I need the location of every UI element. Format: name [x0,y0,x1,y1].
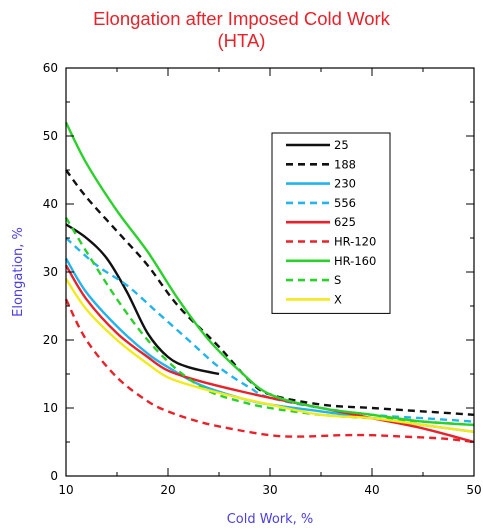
series-layer [64,121,475,444]
y-tick-label: 60 [43,61,58,75]
legend-label: S [334,273,341,287]
legend-label: HR-160 [334,254,376,268]
x-axis-label: Cold Work, % [227,512,314,527]
legend-label: 25 [334,138,349,152]
y-axis-label: Elongation, % [11,227,26,317]
series-line-556 [65,237,475,423]
x-tick-label: 20 [160,483,175,497]
legend-label: 188 [334,157,356,171]
x-tick-label: 50 [466,483,481,497]
plot-frame [65,67,475,477]
chart-title-line2: (HTA) [217,30,266,51]
x-tick-label: 10 [58,483,73,497]
series-line-hr-160 [64,121,475,427]
y-tick-label: 30 [43,265,58,279]
legend-label: 230 [334,177,356,191]
y-tick-label: 20 [43,333,58,347]
y-tick-label: 40 [43,197,58,211]
legend: 25 188 230 556 625 HR-120 HR-160 SX [271,132,391,314]
x-tick-label: 40 [364,483,379,497]
series-line-hr-120 [64,298,475,444]
y-tick-label: 10 [43,401,58,415]
series-line-188 [65,169,475,416]
y-tick-label: 0 [50,469,58,483]
legend-label: X [334,292,342,306]
series-line-25 [65,223,220,376]
legend-label: 556 [334,196,356,210]
y-tick-label: 50 [43,129,58,143]
chart-title-line1: Elongation after Imposed Cold Work [93,8,390,29]
series-line-x [64,278,475,433]
legend-label: 625 [334,215,356,229]
legend-label: HR-120 [334,235,376,249]
x-tick-label: 30 [262,483,277,497]
